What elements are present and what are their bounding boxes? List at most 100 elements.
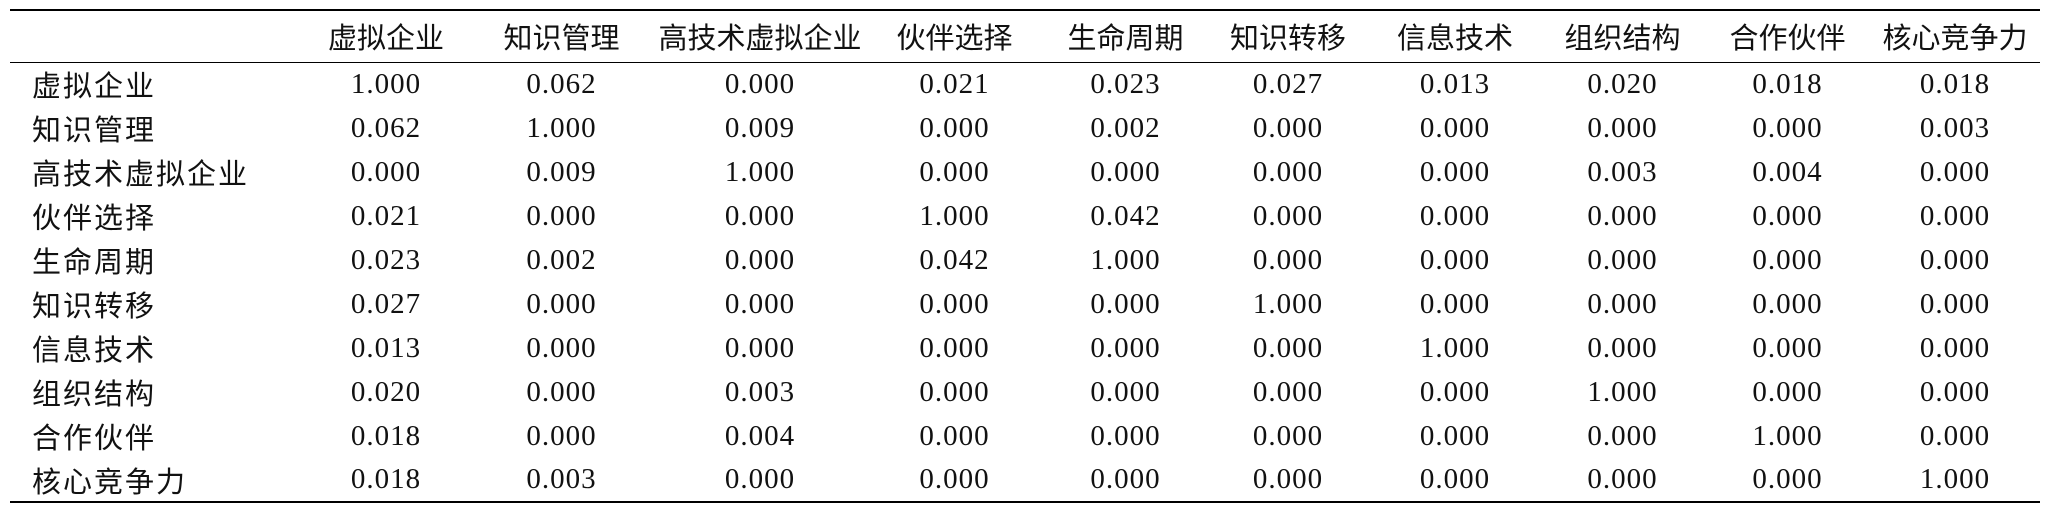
cell: 0.000 <box>1252 199 1324 232</box>
header-row: 虚拟企业 知识管理 高技术虚拟企业 伙伴选择 生命周期 知识转移 信息技术 组织结构 合作伙伴 核… <box>10 10 2040 62</box>
cell: 0.000 <box>1919 331 1991 364</box>
cell: 0.000 <box>1419 375 1491 408</box>
cell: 0.000 <box>1752 463 1823 495</box>
cell: 0.002 <box>1090 111 1161 144</box>
cell: 0.000 <box>724 463 796 495</box>
cell: 0.018 <box>1752 67 1823 100</box>
table-row: 核心竞争力 0.018 0.003 0.000 0.000 0.000 0.000 0.000… <box>10 458 2040 502</box>
cell: 0.000 <box>1419 287 1491 320</box>
cell: 0.000 <box>1252 111 1324 144</box>
cell: 0.042 <box>919 243 990 276</box>
cell: 0.000 <box>724 67 796 100</box>
cell: 0.000 <box>1090 331 1161 364</box>
table-container: 虚拟企业 知识管理 高技术虚拟企业 伙伴选择 生命周期 知识转移 信息技术 组织结构 合作伙伴核… <box>10 9 2040 503</box>
column-header: 生命周期 <box>1067 23 1184 56</box>
cell: 0.003 <box>526 463 597 495</box>
cell: 0.000 <box>724 243 796 276</box>
cell: 0.000 <box>1919 287 1991 320</box>
cell: 0.000 <box>526 331 597 364</box>
row-header: 合作伙伴 <box>32 423 157 455</box>
cell: 0.000 <box>1752 199 1823 232</box>
cell: 0.023 <box>1090 67 1161 100</box>
cell: 0.009 <box>724 111 796 144</box>
cell: 0.000 <box>1252 419 1324 452</box>
cell: 0.018 <box>350 419 422 452</box>
cell: 0.000 <box>1587 287 1658 320</box>
correlation-table: 虚拟企业 知识管理 高技术虚拟企业 伙伴选择 生命周期 知识转移 信息技术 组织结构 合作伙伴核… <box>10 9 2040 503</box>
corner-cell <box>10 10 305 62</box>
row-header: 核心竞争力 <box>32 466 188 499</box>
cell: 0.000 <box>1587 199 1658 232</box>
row-header: 信息技术 <box>32 335 157 367</box>
cell: 0.000 <box>1419 155 1491 188</box>
column-header: 组织结构 <box>1564 23 1681 56</box>
cell: 0.004 <box>724 419 796 452</box>
cell: 0.000 <box>1919 419 1991 452</box>
cell: 0.042 <box>1090 199 1161 232</box>
cell: 1.000 <box>1090 243 1161 276</box>
cell: 0.000 <box>526 419 597 452</box>
cell: 0.000 <box>1090 463 1161 495</box>
cell: 0.003 <box>1587 155 1658 188</box>
cell: 0.000 <box>1252 463 1324 495</box>
table-row: 组织结构 0.020 0.000 0.003 0.000 0.000 0.000 0.000 1… <box>10 370 2040 414</box>
cell: 1.000 <box>1419 331 1491 364</box>
cell: 0.000 <box>1419 111 1491 144</box>
row-header: 虚拟企业 <box>32 71 157 104</box>
cell: 0.000 <box>1419 243 1491 276</box>
cell: 0.013 <box>350 331 422 364</box>
row-header: 生命周期 <box>32 247 157 279</box>
cell: 0.013 <box>1419 67 1491 100</box>
cell: 0.000 <box>1090 155 1161 188</box>
table-row: 知识转移 0.027 0.000 0.000 0.000 0.000 1.000 0.000 0… <box>10 282 2040 326</box>
cell: 0.062 <box>350 111 422 144</box>
table-row: 伙伴选择 0.021 0.000 0.000 1.000 0.042 0.000 0.000 0… <box>10 194 2040 238</box>
cell: 0.000 <box>1587 331 1658 364</box>
table-row: 高技术虚拟企业 0.000 0.009 1.000 0.000 0.000 0.000 0.0… <box>10 150 2040 194</box>
cell: 0.021 <box>350 199 422 232</box>
cell: 0.000 <box>1419 463 1491 495</box>
row-header: 知识转移 <box>32 291 157 323</box>
cell: 0.000 <box>1752 111 1823 144</box>
cell: 0.000 <box>1419 419 1491 452</box>
cell: 0.000 <box>1252 331 1324 364</box>
cell: 0.021 <box>919 67 990 100</box>
cell: 0.000 <box>1252 375 1324 408</box>
cell: 0.000 <box>919 375 990 408</box>
cell: 0.009 <box>526 155 597 188</box>
cell: 0.000 <box>919 155 990 188</box>
cell: 0.018 <box>1919 67 1991 100</box>
cell: 0.000 <box>724 287 796 320</box>
column-header: 知识转移 <box>1229 23 1346 56</box>
cell: 0.000 <box>1252 243 1324 276</box>
cell: 1.000 <box>1919 463 1991 495</box>
cell: 0.062 <box>526 67 597 100</box>
table-row: 合作伙伴 0.018 0.000 0.004 0.000 0.000 0.000 0.000 0… <box>10 414 2040 458</box>
column-header: 知识管理 <box>503 23 620 56</box>
cell: 0.027 <box>1252 67 1324 100</box>
cell: 0.018 <box>350 463 422 495</box>
cell: 1.000 <box>919 199 990 232</box>
cell: 0.000 <box>526 287 597 320</box>
cell: 0.020 <box>1587 67 1658 100</box>
cell: 0.000 <box>724 331 796 364</box>
cell: 1.000 <box>1752 419 1823 452</box>
table-row: 信息技术 0.013 0.000 0.000 0.000 0.000 0.000 1.000 0… <box>10 326 2040 370</box>
cell: 0.002 <box>526 243 597 276</box>
table-row: 生命周期 0.023 0.002 0.000 0.042 1.000 0.000 0.000 0… <box>10 238 2040 282</box>
cell: 0.000 <box>350 155 422 188</box>
cell: 0.023 <box>350 243 422 276</box>
cell: 0.000 <box>919 331 990 364</box>
cell: 0.000 <box>1919 375 1991 408</box>
cell: 0.000 <box>1587 111 1658 144</box>
cell: 0.000 <box>1090 375 1161 408</box>
cell: 0.000 <box>1752 375 1823 408</box>
table-row: 虚拟企业 1.000 0.062 0.000 0.021 0.023 0.027 0.013 0… <box>10 62 2040 106</box>
cell: 0.000 <box>1419 199 1491 232</box>
cell: 0.000 <box>1587 463 1658 495</box>
cell: 1.000 <box>1587 375 1658 408</box>
table-row: 知识管理 0.062 1.000 0.009 0.000 0.002 0.000 0.000 0… <box>10 106 2040 150</box>
cell: 0.000 <box>526 375 597 408</box>
cell: 0.000 <box>919 463 990 495</box>
